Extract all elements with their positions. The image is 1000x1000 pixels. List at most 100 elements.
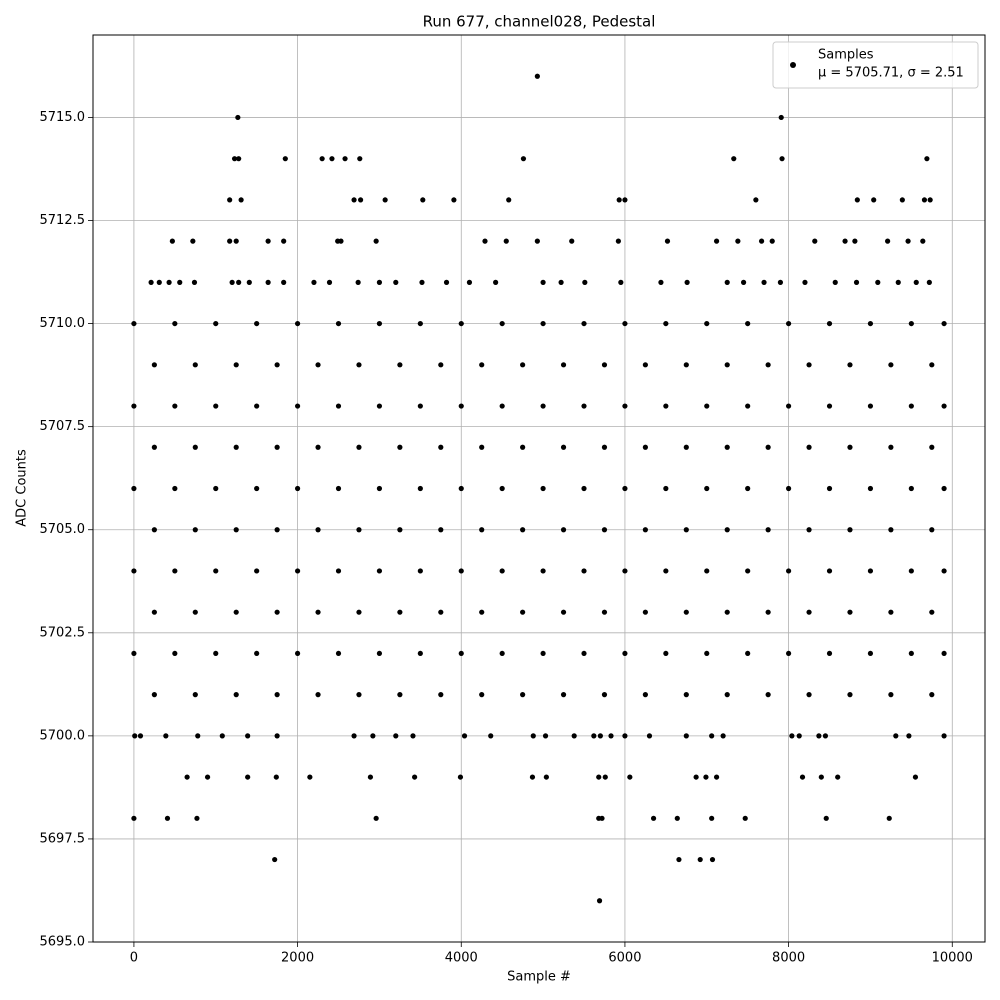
- data-point: [148, 279, 154, 285]
- data-point: [558, 279, 564, 285]
- data-point: [683, 444, 689, 450]
- data-point: [479, 444, 485, 450]
- data-point: [254, 485, 260, 492]
- data-point: [941, 650, 947, 657]
- data-point: [618, 279, 624, 285]
- data-point: [785, 403, 792, 409]
- data-point: [597, 733, 603, 739]
- data-point: [663, 320, 669, 327]
- data-point: [294, 650, 301, 657]
- data-point: [172, 485, 178, 492]
- y-tick-label: 5695.0: [40, 935, 86, 950]
- data-point: [458, 650, 464, 657]
- data-point: [376, 485, 383, 492]
- data-point: [254, 320, 260, 327]
- data-point: [622, 197, 628, 203]
- data-point: [642, 609, 648, 615]
- data-point: [777, 279, 784, 285]
- data-point: [520, 609, 526, 615]
- data-point: [818, 774, 824, 780]
- data-point: [542, 733, 549, 739]
- data-point: [713, 238, 720, 244]
- grid: [93, 35, 985, 943]
- data-point: [582, 279, 588, 285]
- data-point: [596, 774, 602, 780]
- data-point: [233, 609, 239, 615]
- data-point: [376, 320, 383, 327]
- y-tick-label: 5710.0: [40, 316, 86, 331]
- data-point: [926, 279, 932, 285]
- data-point: [311, 279, 317, 285]
- data-point: [867, 485, 874, 492]
- data-point: [213, 403, 219, 409]
- data-point: [886, 815, 892, 821]
- y-tick-label: 5702.5: [40, 625, 86, 640]
- data-point: [663, 403, 669, 409]
- data-point: [703, 774, 709, 780]
- data-point: [765, 609, 771, 615]
- data-point: [929, 527, 935, 533]
- data-point: [591, 733, 597, 739]
- data-point: [664, 238, 671, 244]
- data-point: [520, 444, 526, 450]
- data-point: [274, 692, 280, 698]
- data-point: [724, 444, 730, 450]
- data-point: [151, 362, 157, 368]
- data-point: [172, 650, 178, 657]
- data-point: [294, 403, 301, 409]
- data-point: [397, 527, 403, 533]
- data-point: [164, 815, 171, 821]
- data-point: [254, 568, 260, 574]
- data-point: [888, 609, 894, 615]
- data-point: [274, 444, 280, 450]
- data-point: [709, 856, 716, 863]
- data-point: [499, 568, 505, 574]
- data-point: [190, 238, 196, 244]
- data-point: [520, 692, 526, 698]
- data-point: [451, 197, 457, 203]
- data-point: [683, 527, 689, 533]
- data-point: [785, 485, 792, 492]
- data-point: [438, 362, 444, 368]
- data-point: [458, 485, 464, 492]
- data-point: [941, 320, 947, 327]
- data-point: [458, 568, 464, 574]
- data-point: [929, 609, 935, 615]
- data-point: [806, 362, 812, 368]
- data-point: [356, 527, 362, 533]
- data-point: [534, 238, 540, 244]
- data-point: [871, 197, 877, 203]
- data-point: [438, 444, 444, 450]
- data-point: [622, 650, 628, 657]
- data-point: [713, 774, 720, 780]
- data-point: [376, 568, 383, 574]
- data-point: [704, 403, 710, 409]
- data-point: [358, 197, 364, 203]
- data-point: [417, 320, 423, 327]
- data-point: [461, 733, 468, 739]
- data-point: [373, 238, 379, 244]
- data-point: [213, 568, 219, 574]
- data-point: [806, 609, 812, 615]
- data-point: [166, 279, 172, 285]
- data-point: [929, 362, 935, 368]
- data-point: [826, 568, 833, 574]
- data-point: [213, 650, 219, 657]
- data-point: [920, 238, 926, 244]
- data-point: [753, 197, 759, 203]
- data-point: [534, 73, 540, 79]
- data-point: [778, 114, 784, 121]
- data-point: [315, 609, 321, 615]
- data-point: [356, 692, 362, 698]
- data-point: [219, 733, 225, 739]
- data-point: [867, 650, 874, 657]
- data-point: [867, 403, 874, 409]
- data-point: [581, 403, 587, 409]
- data-point: [163, 733, 169, 739]
- data-point: [929, 692, 935, 698]
- data-point: [683, 692, 689, 698]
- data-point: [601, 362, 608, 368]
- data-point: [458, 320, 464, 327]
- data-point: [192, 609, 198, 615]
- data-point: [499, 403, 505, 409]
